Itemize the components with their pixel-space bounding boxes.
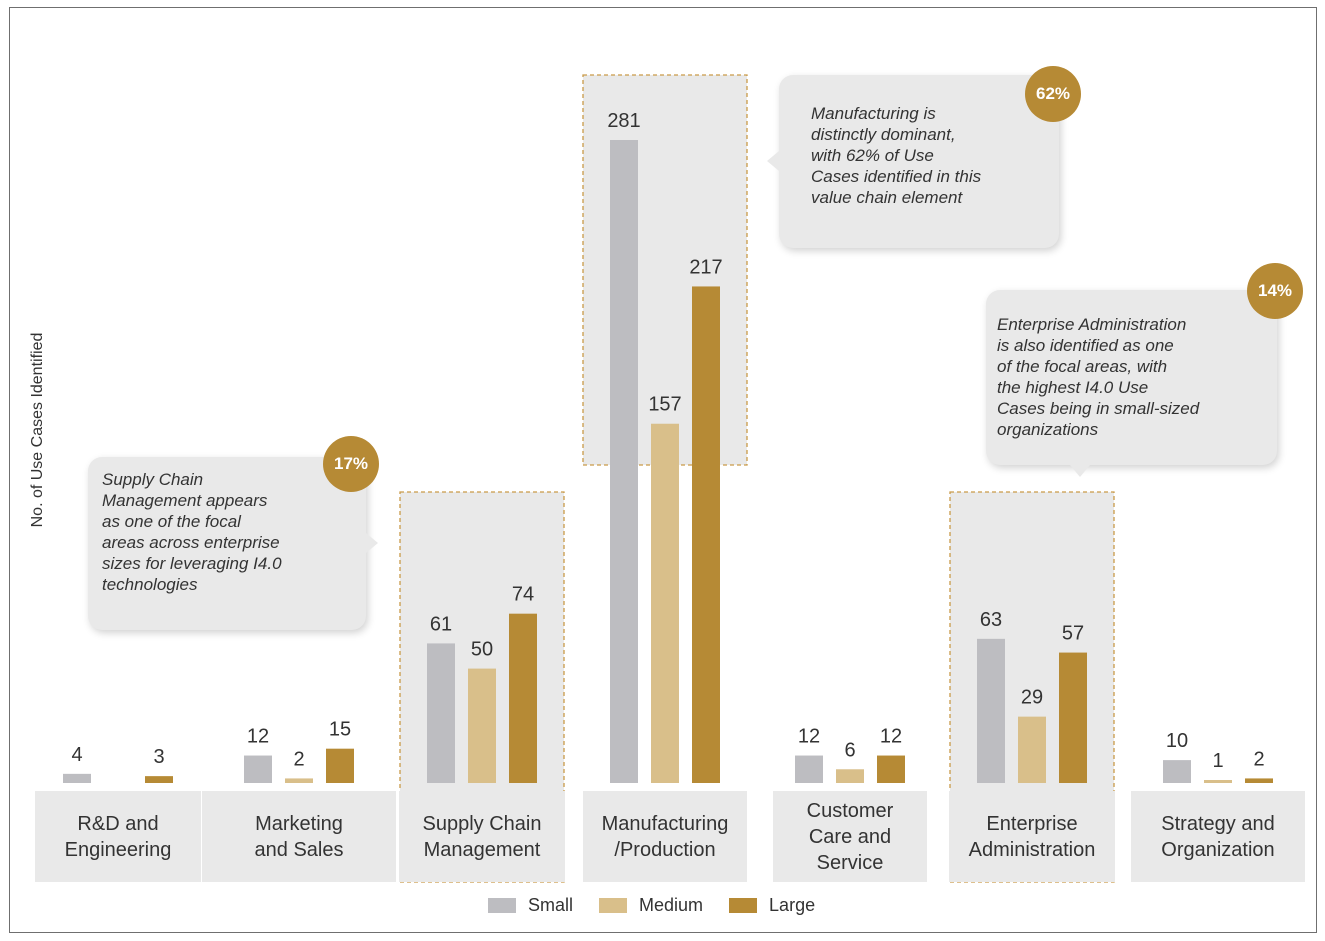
bar-medium-2 xyxy=(468,668,496,783)
category-box-6 xyxy=(1131,791,1305,882)
data-label-small-5: 63 xyxy=(980,609,1002,631)
category-box-4 xyxy=(773,791,927,882)
category-box-3 xyxy=(583,791,747,882)
bar-large-5 xyxy=(1059,652,1087,783)
bar-medium-6 xyxy=(1204,780,1232,783)
category-box-0 xyxy=(35,791,201,882)
callout-supply-chain: Supply Chain Management appears as one o… xyxy=(88,457,378,630)
category-box-2 xyxy=(399,791,565,882)
data-label-medium-2: 50 xyxy=(471,639,493,661)
data-label-small-0: 4 xyxy=(71,744,82,766)
legend-item-small: Small xyxy=(488,895,573,916)
bar-medium-5 xyxy=(1018,716,1046,783)
data-label-large-3: 217 xyxy=(689,256,722,278)
data-label-large-1: 15 xyxy=(329,719,351,741)
callout-pointer xyxy=(767,151,779,171)
category-label-0: R&D and Engineering xyxy=(64,812,172,861)
data-label-large-4: 12 xyxy=(880,726,902,748)
category-box-5 xyxy=(949,791,1115,882)
legend-item-large: Large xyxy=(729,895,815,916)
bar-small-3 xyxy=(610,140,638,783)
callout-pointer xyxy=(366,533,378,553)
callout-manufacturing-text: Manufacturing is distinctly dominant, wi… xyxy=(811,104,982,207)
data-label-small-6: 10 xyxy=(1166,730,1188,752)
data-label-large-0: 3 xyxy=(153,746,164,768)
bar-large-1 xyxy=(326,748,354,783)
data-label-medium-5: 29 xyxy=(1021,687,1043,709)
data-label-small-4: 12 xyxy=(798,726,820,748)
bar-large-6 xyxy=(1245,778,1273,783)
bar-small-4 xyxy=(795,755,823,783)
legend-swatch-small xyxy=(488,898,516,913)
callout-enterprise-admin: Enterprise Administration is also identi… xyxy=(986,290,1277,477)
data-label-small-3: 281 xyxy=(607,110,640,132)
bar-large-3 xyxy=(692,286,720,783)
legend-swatch-medium xyxy=(599,898,628,913)
category-label-1: Marketing and Sales xyxy=(254,812,344,861)
badge-17-text: 17% xyxy=(333,454,369,473)
data-label-large-6: 2 xyxy=(1253,748,1264,770)
legend-swatch-large xyxy=(729,898,758,913)
category-label-6: Strategy and Organization xyxy=(1161,812,1275,861)
data-label-small-2: 61 xyxy=(430,613,452,635)
badge-62-percent: 62% xyxy=(1025,66,1081,122)
callout-enterprise-admin-text: Enterprise Administration is also identi… xyxy=(997,315,1200,439)
bar-large-4 xyxy=(877,755,905,783)
legend-label-small: Small xyxy=(528,895,574,915)
bar-small-1 xyxy=(244,755,272,783)
bar-small-2 xyxy=(427,643,455,783)
badge-17-percent: 17% xyxy=(323,436,379,492)
category-label-2: Supply Chain Management xyxy=(422,812,542,861)
data-label-large-5: 57 xyxy=(1062,623,1084,645)
category-label-3: Manufacturing /Production xyxy=(601,812,729,861)
legend-label-medium: Medium xyxy=(639,895,704,915)
callout-supply-chain-text: Supply Chain Management appears as one o… xyxy=(102,470,282,594)
data-label-medium-4: 6 xyxy=(844,739,855,761)
bar-small-0 xyxy=(63,773,91,783)
bar-large-2 xyxy=(509,613,537,783)
data-label-small-1: 12 xyxy=(247,726,269,748)
data-label-medium-6: 1 xyxy=(1212,750,1223,772)
category-box-1 xyxy=(202,791,396,882)
badge-14-text: 14% xyxy=(1257,281,1293,300)
bar-small-5 xyxy=(977,638,1005,783)
callout-pointer xyxy=(1070,465,1090,477)
badge-62-text: 62% xyxy=(1035,84,1071,103)
bar-small-6 xyxy=(1163,760,1191,783)
bar-large-0 xyxy=(145,776,173,783)
callout-manufacturing: Manufacturing is distinctly dominant, wi… xyxy=(767,75,1059,248)
data-label-medium-3: 157 xyxy=(648,394,681,416)
data-label-large-2: 74 xyxy=(512,584,534,606)
legend: Small Medium Large xyxy=(488,895,841,916)
legend-label-large: Large xyxy=(769,895,816,915)
legend-item-medium: Medium xyxy=(599,895,703,916)
bar-medium-1 xyxy=(285,778,313,783)
category-label-5: Enterprise Administration xyxy=(968,812,1096,861)
bar-medium-3 xyxy=(651,423,679,783)
badge-14-percent: 14% xyxy=(1247,263,1303,319)
bar-medium-4 xyxy=(836,769,864,783)
data-label-medium-1: 2 xyxy=(293,748,304,770)
category-label-4: Customer Care and Service xyxy=(806,799,894,874)
